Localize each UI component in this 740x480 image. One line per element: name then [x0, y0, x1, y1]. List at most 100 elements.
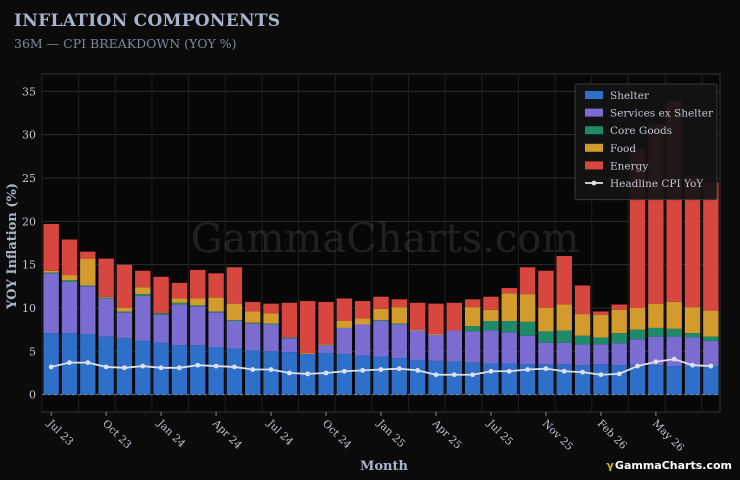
headline-cpi-point: [616, 371, 622, 377]
bar-segment-core-goods: [171, 302, 188, 305]
headline-cpi-point: [451, 372, 457, 378]
bar-segment-core-goods: [666, 328, 682, 337]
legend-label: Shelter: [610, 90, 650, 102]
y-tick-label: 5: [29, 345, 36, 358]
headline-cpi-point: [470, 372, 476, 378]
legend: Shelter Services ex Shelter Core Goods Food…: [574, 83, 718, 201]
legend-swatch: [585, 161, 603, 170]
y-axis: 0 5 10 15 20 25 30 35: [22, 85, 36, 401]
headline-cpi-point: [323, 370, 329, 376]
headline-cpi-point: [671, 356, 677, 362]
bar-segment-energy: [245, 301, 261, 312]
headline-cpi-point: [140, 363, 146, 369]
bar-segment-core-goods: [483, 321, 499, 331]
x-tick-label: Feb 26: [595, 418, 629, 452]
bar-segment-energy: [171, 282, 188, 299]
headline-cpi-point: [598, 372, 604, 378]
bar-segment-services-ex-shelter: [190, 306, 206, 346]
bar-segment-services-ex-shelter: [409, 330, 426, 360]
bar-segment-food: [629, 308, 646, 330]
bar-segment-services-ex-shelter: [98, 298, 114, 337]
bar-segment-shelter: [483, 363, 499, 395]
bar-segment-services-ex-shelter: [61, 282, 78, 334]
y-tick-label: 30: [22, 129, 36, 142]
bar-segment-food: [391, 307, 408, 324]
gamma-logo-icon: γ: [606, 459, 614, 472]
bar-segment-food: [409, 329, 426, 331]
bar-segment-core-goods: [648, 327, 664, 337]
bar-segment-food: [208, 297, 224, 312]
x-tick-label: Jul 23: [44, 417, 75, 448]
bar-segment-shelter: [208, 347, 224, 395]
y-tick-label: 35: [22, 85, 36, 98]
bar-segment-food: [648, 303, 664, 328]
bar-segment-core-goods: [245, 322, 261, 324]
bar-segment-core-goods: [501, 321, 517, 333]
bar-segment-core-goods: [538, 331, 554, 343]
bar-segment-services-ex-shelter: [483, 330, 499, 364]
headline-cpi-point: [48, 364, 54, 370]
bar-segment-energy: [483, 296, 499, 310]
watermark: GammaCharts.com: [191, 216, 580, 262]
x-tick-label: Jul 24: [264, 417, 295, 448]
bar-segment-services-ex-shelter: [263, 324, 279, 352]
headline-cpi-point: [195, 362, 201, 368]
bar-segment-energy: [190, 269, 206, 299]
headline-cpi-point: [506, 368, 512, 374]
bar-segment-energy: [409, 302, 426, 330]
bar-segment-energy: [556, 256, 572, 305]
bar-segment-core-goods: [611, 333, 627, 344]
bar-segment-energy: [501, 288, 517, 294]
bar-segment-food: [464, 307, 481, 327]
x-axis-label: Month: [360, 459, 409, 474]
headline-cpi-point: [360, 368, 366, 373]
bar-segment-food: [80, 258, 96, 286]
bar-segment-core-goods: [703, 336, 719, 341]
bar-segment-services-ex-shelter: [153, 314, 169, 343]
bar-segment-services-ex-shelter: [354, 324, 371, 356]
brand-logo: γGammaCharts.com: [606, 459, 732, 472]
bar-segment-services-ex-shelter: [684, 337, 701, 367]
headline-cpi-point: [708, 363, 714, 369]
x-tick-label: Apr 25: [429, 417, 464, 452]
bar-segment-shelter: [373, 356, 389, 395]
headline-cpi-point: [653, 359, 659, 365]
headline-cpi-point: [85, 360, 91, 365]
brand-text: GammaCharts.com: [614, 459, 732, 472]
bar-segment-shelter: [593, 364, 609, 395]
headline-cpi-point: [67, 360, 72, 365]
bar-segment-food: [666, 301, 682, 329]
bar-segment-core-goods: [116, 311, 133, 313]
bar-segment-shelter: [245, 350, 261, 395]
bar-segment-services-ex-shelter: [574, 344, 591, 366]
bar-segment-shelter: [501, 363, 517, 395]
bar-segment-energy: [80, 251, 96, 259]
y-tick-label: 25: [22, 172, 36, 185]
bar-segment-services-ex-shelter: [281, 338, 298, 353]
bar-segment-shelter: [611, 365, 627, 395]
bar-segment-core-goods: [98, 297, 114, 299]
bar-segment-core-goods: [190, 305, 206, 307]
bar-segment-energy: [391, 299, 408, 308]
bar-segment-services-ex-shelter: [208, 312, 224, 347]
bar-segment-food: [611, 309, 627, 334]
x-tick-label: Apr 24: [209, 417, 244, 452]
bar-segment-services-ex-shelter: [593, 344, 609, 365]
bar-segment-shelter: [538, 364, 554, 395]
bar-segment-core-goods: [519, 321, 536, 336]
bar-segment-core-goods: [61, 280, 78, 282]
legend-label: Headline CPI YoY: [610, 178, 704, 190]
headline-cpi-point: [543, 366, 549, 372]
bar-segment-food: [116, 308, 133, 312]
bar-segment-food: [245, 311, 261, 323]
bar-segment-services-ex-shelter: [171, 304, 188, 346]
bar-segment-food: [519, 294, 536, 322]
headline-cpi-point: [561, 368, 567, 374]
x-tick-label: Jul 25: [484, 417, 515, 448]
headline-cpi-point: [177, 365, 182, 371]
headline-cpi-point: [580, 369, 585, 375]
bar-segment-energy: [519, 267, 536, 295]
bar-segment-core-goods: [135, 294, 151, 296]
headline-line-series: [48, 356, 714, 378]
bar-segment-services-ex-shelter: [519, 335, 536, 365]
